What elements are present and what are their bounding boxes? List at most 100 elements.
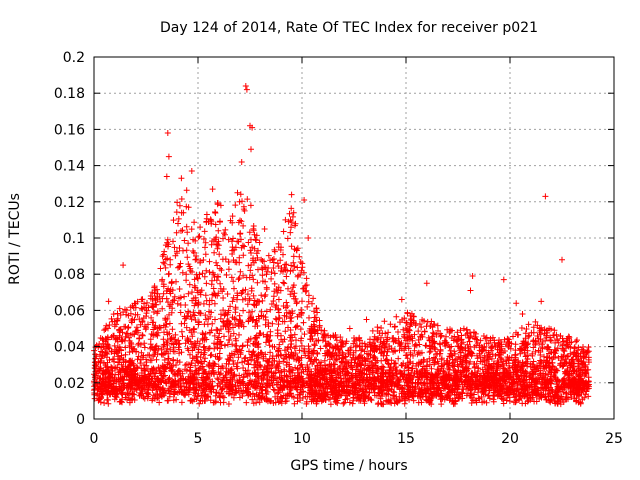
data-point	[393, 313, 400, 320]
data-point	[225, 266, 232, 273]
data-point	[211, 345, 218, 352]
data-point	[163, 295, 170, 302]
data-point	[141, 340, 148, 347]
data-point	[189, 289, 195, 296]
data-point	[188, 226, 195, 233]
data-point	[385, 329, 392, 336]
data-point	[224, 291, 231, 297]
data-point	[216, 251, 223, 258]
data-point	[438, 332, 445, 339]
data-point	[518, 325, 525, 331]
data-point	[297, 259, 304, 265]
data-point	[239, 296, 246, 303]
data-point	[160, 290, 167, 297]
data-point	[106, 322, 113, 328]
data-point	[167, 346, 174, 353]
data-point	[294, 264, 301, 271]
data-point	[374, 336, 381, 343]
data-point	[203, 211, 210, 218]
data-point	[172, 331, 179, 338]
data-point	[208, 351, 215, 358]
data-point	[230, 394, 237, 401]
data-point	[213, 259, 220, 266]
data-point	[378, 325, 385, 331]
data-point	[161, 260, 168, 267]
data-point	[216, 330, 223, 337]
data-point	[506, 394, 513, 401]
data-point	[178, 328, 185, 335]
data-point	[269, 361, 276, 368]
data-point	[150, 353, 157, 360]
data-point	[219, 393, 226, 400]
data-point	[248, 250, 254, 256]
data-point	[308, 333, 315, 339]
data-point	[244, 342, 251, 349]
data-point	[202, 244, 208, 251]
data-point	[392, 323, 398, 330]
data-point	[196, 400, 203, 407]
data-point	[229, 213, 236, 220]
data-point	[530, 324, 537, 331]
data-point	[243, 274, 250, 281]
data-point	[170, 356, 177, 363]
data-point	[288, 243, 295, 250]
data-point	[333, 337, 340, 344]
data-point	[215, 227, 222, 234]
data-point	[180, 247, 186, 254]
data-point	[91, 362, 98, 369]
data-point	[428, 365, 435, 372]
data-point	[183, 277, 190, 284]
data-point	[200, 257, 207, 263]
data-point	[281, 280, 288, 287]
data-point	[296, 253, 303, 260]
data-point	[183, 271, 190, 278]
data-point	[407, 349, 414, 356]
data-point	[138, 349, 145, 356]
data-point	[221, 333, 227, 340]
data-point	[265, 265, 272, 271]
data-point	[530, 371, 537, 378]
data-point	[179, 269, 186, 276]
data-point	[282, 328, 289, 335]
data-point	[437, 346, 444, 353]
data-point	[183, 187, 190, 194]
data-point	[211, 332, 218, 339]
data-point	[567, 350, 574, 357]
data-point	[213, 398, 219, 405]
data-point	[234, 292, 241, 299]
data-point	[167, 261, 174, 268]
data-point	[368, 397, 375, 404]
data-point	[200, 236, 207, 242]
data-point	[244, 196, 251, 203]
data-point	[230, 330, 237, 337]
data-point	[197, 310, 204, 317]
data-point	[191, 312, 198, 319]
data-point	[170, 217, 177, 224]
data-point	[282, 261, 288, 268]
data-point	[248, 285, 255, 292]
data-point	[176, 286, 183, 292]
data-point	[497, 355, 504, 361]
data-point	[275, 389, 282, 396]
data-point	[192, 317, 199, 323]
data-point	[381, 318, 388, 325]
data-point	[189, 333, 196, 340]
data-point	[303, 282, 310, 288]
data-point	[284, 235, 291, 242]
data-point	[437, 333, 444, 340]
data-point	[217, 265, 223, 272]
data-point	[268, 301, 275, 307]
data-point	[206, 363, 213, 370]
data-point	[227, 303, 234, 310]
data-point	[230, 278, 237, 285]
data-point	[573, 338, 579, 345]
data-point	[447, 326, 453, 333]
data-point	[317, 345, 324, 352]
data-point	[225, 236, 232, 243]
data-point	[174, 300, 181, 307]
data-point	[184, 254, 191, 261]
chart-title: Day 124 of 2014, Rate Of TEC Index for r…	[160, 20, 538, 36]
data-point	[395, 329, 401, 335]
data-point	[411, 331, 418, 338]
data-point	[123, 391, 130, 398]
